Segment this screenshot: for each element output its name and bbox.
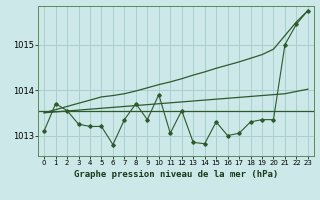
X-axis label: Graphe pression niveau de la mer (hPa): Graphe pression niveau de la mer (hPa) [74, 170, 278, 179]
